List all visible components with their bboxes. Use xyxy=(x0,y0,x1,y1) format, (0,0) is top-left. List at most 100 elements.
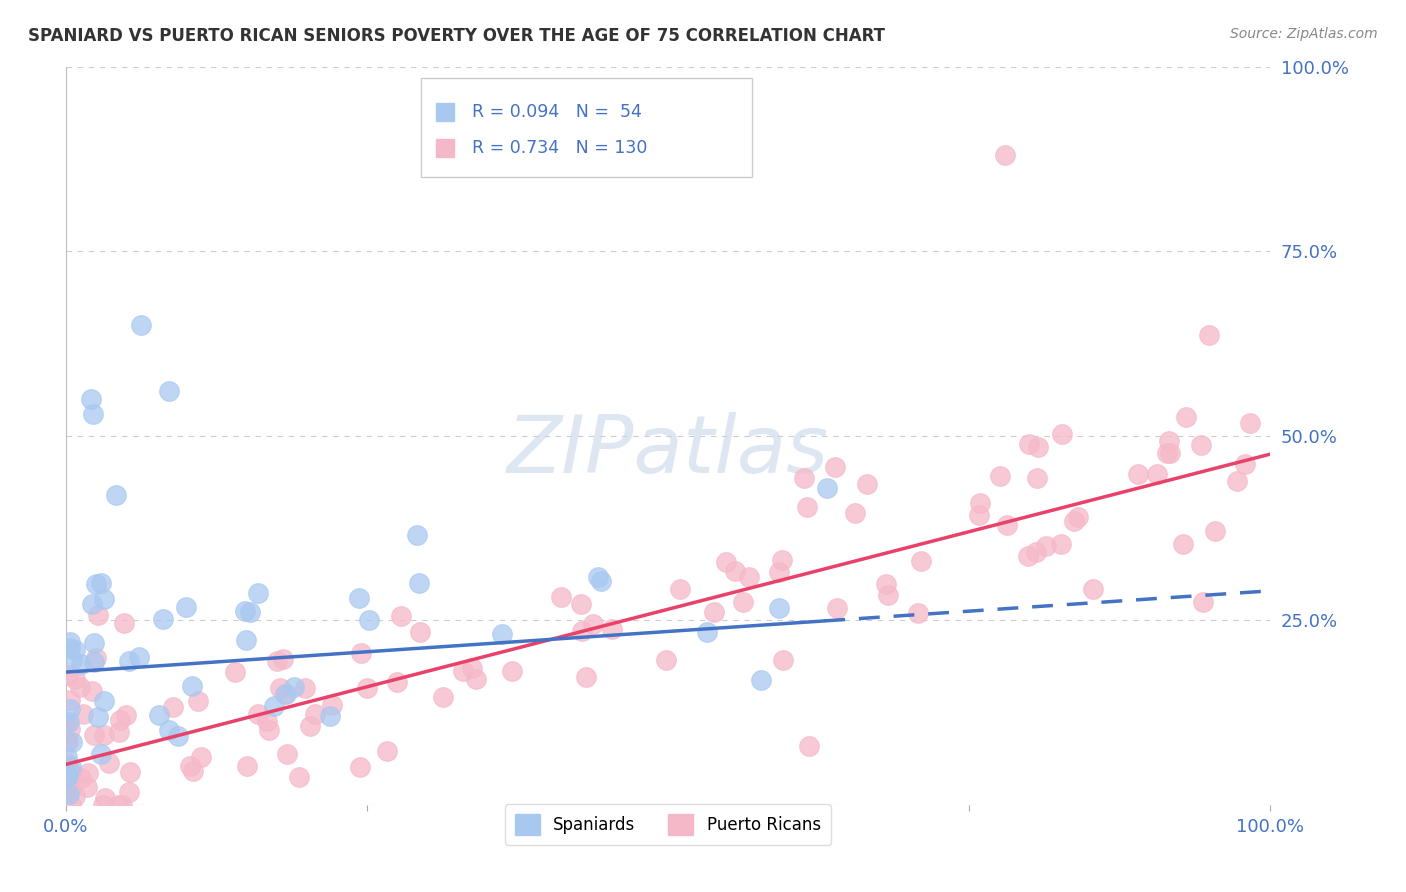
Puerto Ricans xyxy=(321,698,343,713)
Spaniards xyxy=(274,687,297,701)
Puerto Ricans xyxy=(582,617,605,632)
Puerto Ricans xyxy=(768,565,790,579)
Spaniards xyxy=(56,769,79,783)
Puerto Ricans xyxy=(571,624,593,639)
Puerto Ricans xyxy=(58,782,80,797)
Puerto Ricans xyxy=(91,797,114,812)
Spaniards xyxy=(80,392,103,406)
Puerto Ricans xyxy=(55,764,77,779)
Puerto Ricans xyxy=(162,700,184,714)
Puerto Ricans xyxy=(349,760,371,774)
Puerto Ricans xyxy=(655,653,678,667)
Puerto Ricans xyxy=(738,570,761,584)
Puerto Ricans xyxy=(55,716,77,731)
Puerto Ricans xyxy=(1081,582,1104,597)
Puerto Ricans xyxy=(377,744,399,758)
Spaniards xyxy=(58,714,80,729)
Puerto Ricans xyxy=(796,500,818,514)
Spaniards xyxy=(174,599,197,614)
Spaniards xyxy=(263,698,285,713)
Spaniards xyxy=(69,657,91,672)
Puerto Ricans xyxy=(1049,537,1071,551)
Puerto Ricans xyxy=(190,749,212,764)
Puerto Ricans xyxy=(58,783,80,797)
Puerto Ricans xyxy=(76,780,98,794)
Puerto Ricans xyxy=(967,508,990,522)
Spaniards xyxy=(60,734,83,748)
Spaniards xyxy=(815,481,838,495)
Puerto Ricans xyxy=(58,765,80,780)
Puerto Ricans xyxy=(1204,524,1226,538)
Puerto Ricans xyxy=(76,766,98,780)
Puerto Ricans xyxy=(72,706,94,721)
Spaniards xyxy=(128,650,150,665)
Text: R = 0.094   N =  54: R = 0.094 N = 54 xyxy=(471,103,641,121)
Puerto Ricans xyxy=(111,797,134,812)
Spaniards xyxy=(56,749,79,764)
Puerto Ricans xyxy=(770,553,793,567)
Puerto Ricans xyxy=(274,687,297,701)
Puerto Ricans xyxy=(356,681,378,695)
Spaniards xyxy=(59,702,82,716)
Puerto Ricans xyxy=(669,582,692,596)
Puerto Ricans xyxy=(569,597,592,611)
Puerto Ricans xyxy=(187,694,209,708)
Spaniards xyxy=(83,655,105,669)
Puerto Ricans xyxy=(55,761,77,775)
Puerto Ricans xyxy=(575,670,598,684)
Puerto Ricans xyxy=(1171,537,1194,551)
Puerto Ricans xyxy=(65,672,87,686)
Puerto Ricans xyxy=(349,646,371,660)
Puerto Ricans xyxy=(409,624,432,639)
Puerto Ricans xyxy=(60,765,83,780)
Spaniards xyxy=(148,708,170,723)
Puerto Ricans xyxy=(1146,467,1168,481)
Puerto Ricans xyxy=(98,756,121,770)
Puerto Ricans xyxy=(108,725,131,739)
Puerto Ricans xyxy=(1017,549,1039,563)
Puerto Ricans xyxy=(550,590,572,604)
Spaniards xyxy=(491,627,513,641)
Puerto Ricans xyxy=(1198,327,1220,342)
Puerto Ricans xyxy=(271,652,294,666)
Puerto Ricans xyxy=(988,468,1011,483)
Puerto Ricans xyxy=(224,665,246,680)
Puerto Ricans xyxy=(602,623,624,637)
Spaniards xyxy=(235,603,257,617)
Spaniards xyxy=(157,723,180,738)
Spaniards xyxy=(56,768,79,782)
Puerto Ricans xyxy=(451,664,474,678)
Puerto Ricans xyxy=(108,713,131,727)
Puerto Ricans xyxy=(58,781,80,796)
Spaniards xyxy=(60,760,83,774)
Puerto Ricans xyxy=(63,789,86,803)
Puerto Ricans xyxy=(294,681,316,695)
Puerto Ricans xyxy=(1157,434,1180,449)
Spaniards xyxy=(586,570,609,584)
Spaniards xyxy=(768,601,790,615)
Spaniards xyxy=(246,586,269,600)
Puerto Ricans xyxy=(59,776,82,790)
Spaniards xyxy=(357,613,380,627)
Puerto Ricans xyxy=(995,517,1018,532)
Spaniards xyxy=(93,694,115,708)
Spaniards xyxy=(82,407,104,421)
Puerto Ricans xyxy=(179,758,201,772)
Puerto Ricans xyxy=(910,554,932,568)
Puerto Ricans xyxy=(1126,467,1149,481)
Spaniards xyxy=(349,591,371,605)
Spaniards xyxy=(118,654,141,668)
Puerto Ricans xyxy=(1156,446,1178,460)
Puerto Ricans xyxy=(1226,474,1249,488)
Spaniards xyxy=(83,636,105,650)
Text: Source: ZipAtlas.com: Source: ZipAtlas.com xyxy=(1230,27,1378,41)
Puerto Ricans xyxy=(58,667,80,681)
Puerto Ricans xyxy=(1035,539,1057,553)
Puerto Ricans xyxy=(1026,471,1049,485)
Spaniards xyxy=(59,635,82,649)
Puerto Ricans xyxy=(256,714,278,729)
Puerto Ricans xyxy=(115,707,138,722)
Puerto Ricans xyxy=(269,681,291,695)
Spaniards xyxy=(167,729,190,743)
Puerto Ricans xyxy=(107,797,129,812)
